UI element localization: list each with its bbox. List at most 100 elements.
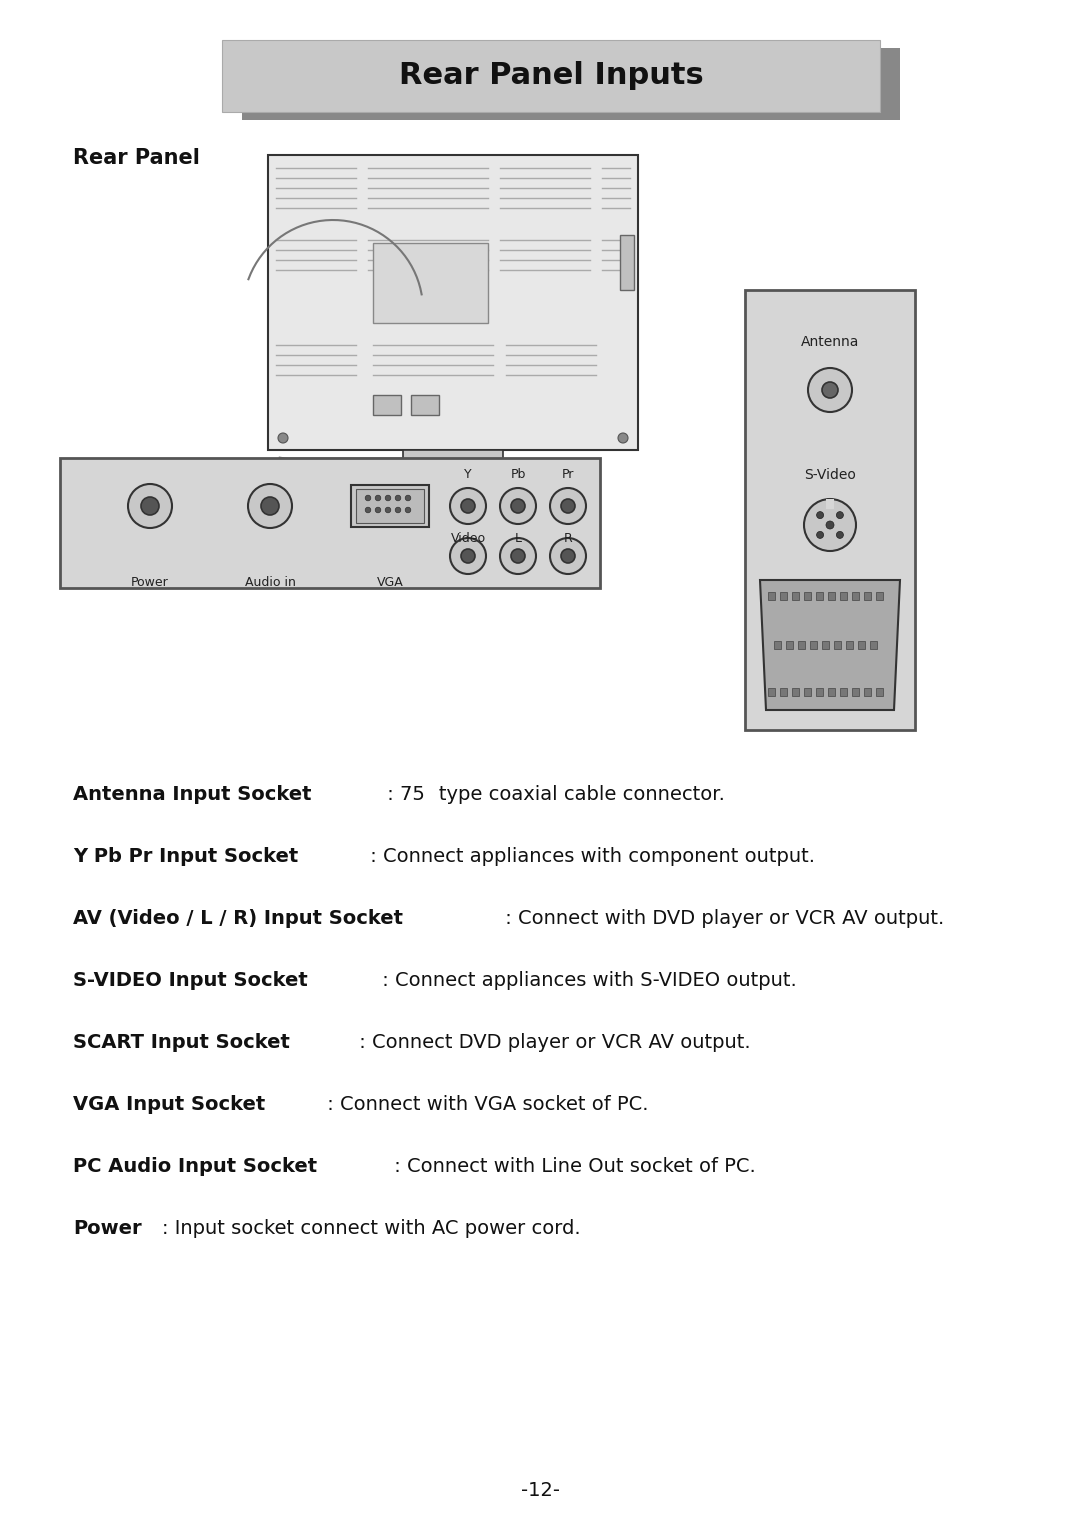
Bar <box>792 688 799 695</box>
Text: Rear Panel: Rear Panel <box>73 148 200 168</box>
Bar <box>864 688 870 695</box>
Bar <box>826 500 834 509</box>
Bar <box>356 489 424 523</box>
Text: AV (Video / L / R) Input Socket: AV (Video / L / R) Input Socket <box>73 909 403 929</box>
Bar <box>816 688 823 695</box>
Circle shape <box>365 507 370 513</box>
Circle shape <box>816 532 824 538</box>
Circle shape <box>375 507 381 513</box>
Circle shape <box>561 500 575 513</box>
Bar <box>840 688 847 695</box>
Circle shape <box>450 487 486 524</box>
Bar <box>852 688 859 695</box>
Bar <box>373 396 401 416</box>
Circle shape <box>405 507 410 513</box>
Circle shape <box>405 495 410 501</box>
Text: PC Audio Input Socket: PC Audio Input Socket <box>73 1158 318 1177</box>
Bar <box>816 591 823 601</box>
Bar <box>768 591 775 601</box>
Circle shape <box>248 484 292 529</box>
Bar <box>804 688 811 695</box>
Bar <box>864 591 870 601</box>
Polygon shape <box>760 581 900 711</box>
Bar <box>780 688 787 695</box>
Text: : Connect appliances with component output.: : Connect appliances with component outp… <box>364 848 814 866</box>
Circle shape <box>386 495 391 501</box>
Bar <box>798 642 805 649</box>
Text: VGA Input Socket: VGA Input Socket <box>73 1096 266 1114</box>
Bar <box>876 688 883 695</box>
Text: R: R <box>564 532 572 544</box>
Circle shape <box>826 521 834 529</box>
Circle shape <box>808 368 852 413</box>
Circle shape <box>804 500 856 552</box>
Bar <box>852 591 859 601</box>
Text: : Connect with VGA socket of PC.: : Connect with VGA socket of PC. <box>321 1096 649 1114</box>
Bar <box>870 642 877 649</box>
Bar <box>745 290 915 730</box>
Text: L: L <box>514 532 522 544</box>
Circle shape <box>278 432 288 443</box>
Text: Y: Y <box>464 468 472 480</box>
Circle shape <box>816 512 824 518</box>
Text: : Connect DVD player or VCR AV output.: : Connect DVD player or VCR AV output. <box>353 1033 751 1053</box>
Bar <box>846 642 853 649</box>
Circle shape <box>395 495 401 501</box>
Circle shape <box>386 507 391 513</box>
Circle shape <box>511 549 525 562</box>
Bar <box>780 591 787 601</box>
Circle shape <box>550 487 586 524</box>
Circle shape <box>836 512 843 518</box>
Circle shape <box>822 382 838 397</box>
Bar <box>768 688 775 695</box>
Circle shape <box>561 549 575 562</box>
Text: Power: Power <box>73 1219 141 1239</box>
Circle shape <box>618 432 627 443</box>
Bar <box>411 396 438 416</box>
Bar <box>403 451 503 472</box>
Circle shape <box>261 497 279 515</box>
Bar <box>786 642 793 649</box>
Bar <box>378 472 528 486</box>
Bar <box>242 47 900 121</box>
Text: Audio in: Audio in <box>244 576 296 588</box>
Bar <box>822 642 829 649</box>
Bar <box>828 688 835 695</box>
Bar <box>858 642 865 649</box>
Circle shape <box>141 497 159 515</box>
Text: Power: Power <box>131 576 168 588</box>
Text: : 75   type coaxial cable connector.: : 75 type coaxial cable connector. <box>381 785 725 805</box>
Circle shape <box>129 484 172 529</box>
Bar <box>804 591 811 601</box>
Circle shape <box>395 507 401 513</box>
Bar <box>60 458 600 588</box>
Text: Y Pb Pr Input Socket: Y Pb Pr Input Socket <box>73 848 298 866</box>
Bar <box>774 642 781 649</box>
Text: Pr: Pr <box>562 468 575 480</box>
Text: Antenna Input Socket: Antenna Input Socket <box>73 785 311 805</box>
Text: : Connect with Line Out socket of PC.: : Connect with Line Out socket of PC. <box>388 1158 756 1177</box>
Circle shape <box>375 495 381 501</box>
Bar <box>351 484 429 527</box>
Circle shape <box>500 487 536 524</box>
Polygon shape <box>280 458 473 486</box>
Text: Rear Panel Inputs: Rear Panel Inputs <box>399 61 703 90</box>
Circle shape <box>461 549 475 562</box>
Bar <box>373 243 488 322</box>
Circle shape <box>500 538 536 575</box>
Circle shape <box>836 532 843 538</box>
Text: Video: Video <box>450 532 486 544</box>
Circle shape <box>365 495 370 501</box>
Bar <box>834 642 841 649</box>
Bar <box>810 642 816 649</box>
Text: S-Video: S-Video <box>805 468 856 481</box>
Text: S-VIDEO Input Socket: S-VIDEO Input Socket <box>73 972 308 990</box>
Bar <box>620 235 634 290</box>
Bar <box>876 591 883 601</box>
Text: : Input socket connect with AC power cord.: : Input socket connect with AC power cor… <box>162 1219 580 1239</box>
Text: -12-: -12- <box>521 1481 559 1499</box>
Text: : Connect appliances with S-VIDEO output.: : Connect appliances with S-VIDEO output… <box>376 972 797 990</box>
Bar <box>222 40 880 112</box>
Circle shape <box>461 500 475 513</box>
Circle shape <box>550 538 586 575</box>
